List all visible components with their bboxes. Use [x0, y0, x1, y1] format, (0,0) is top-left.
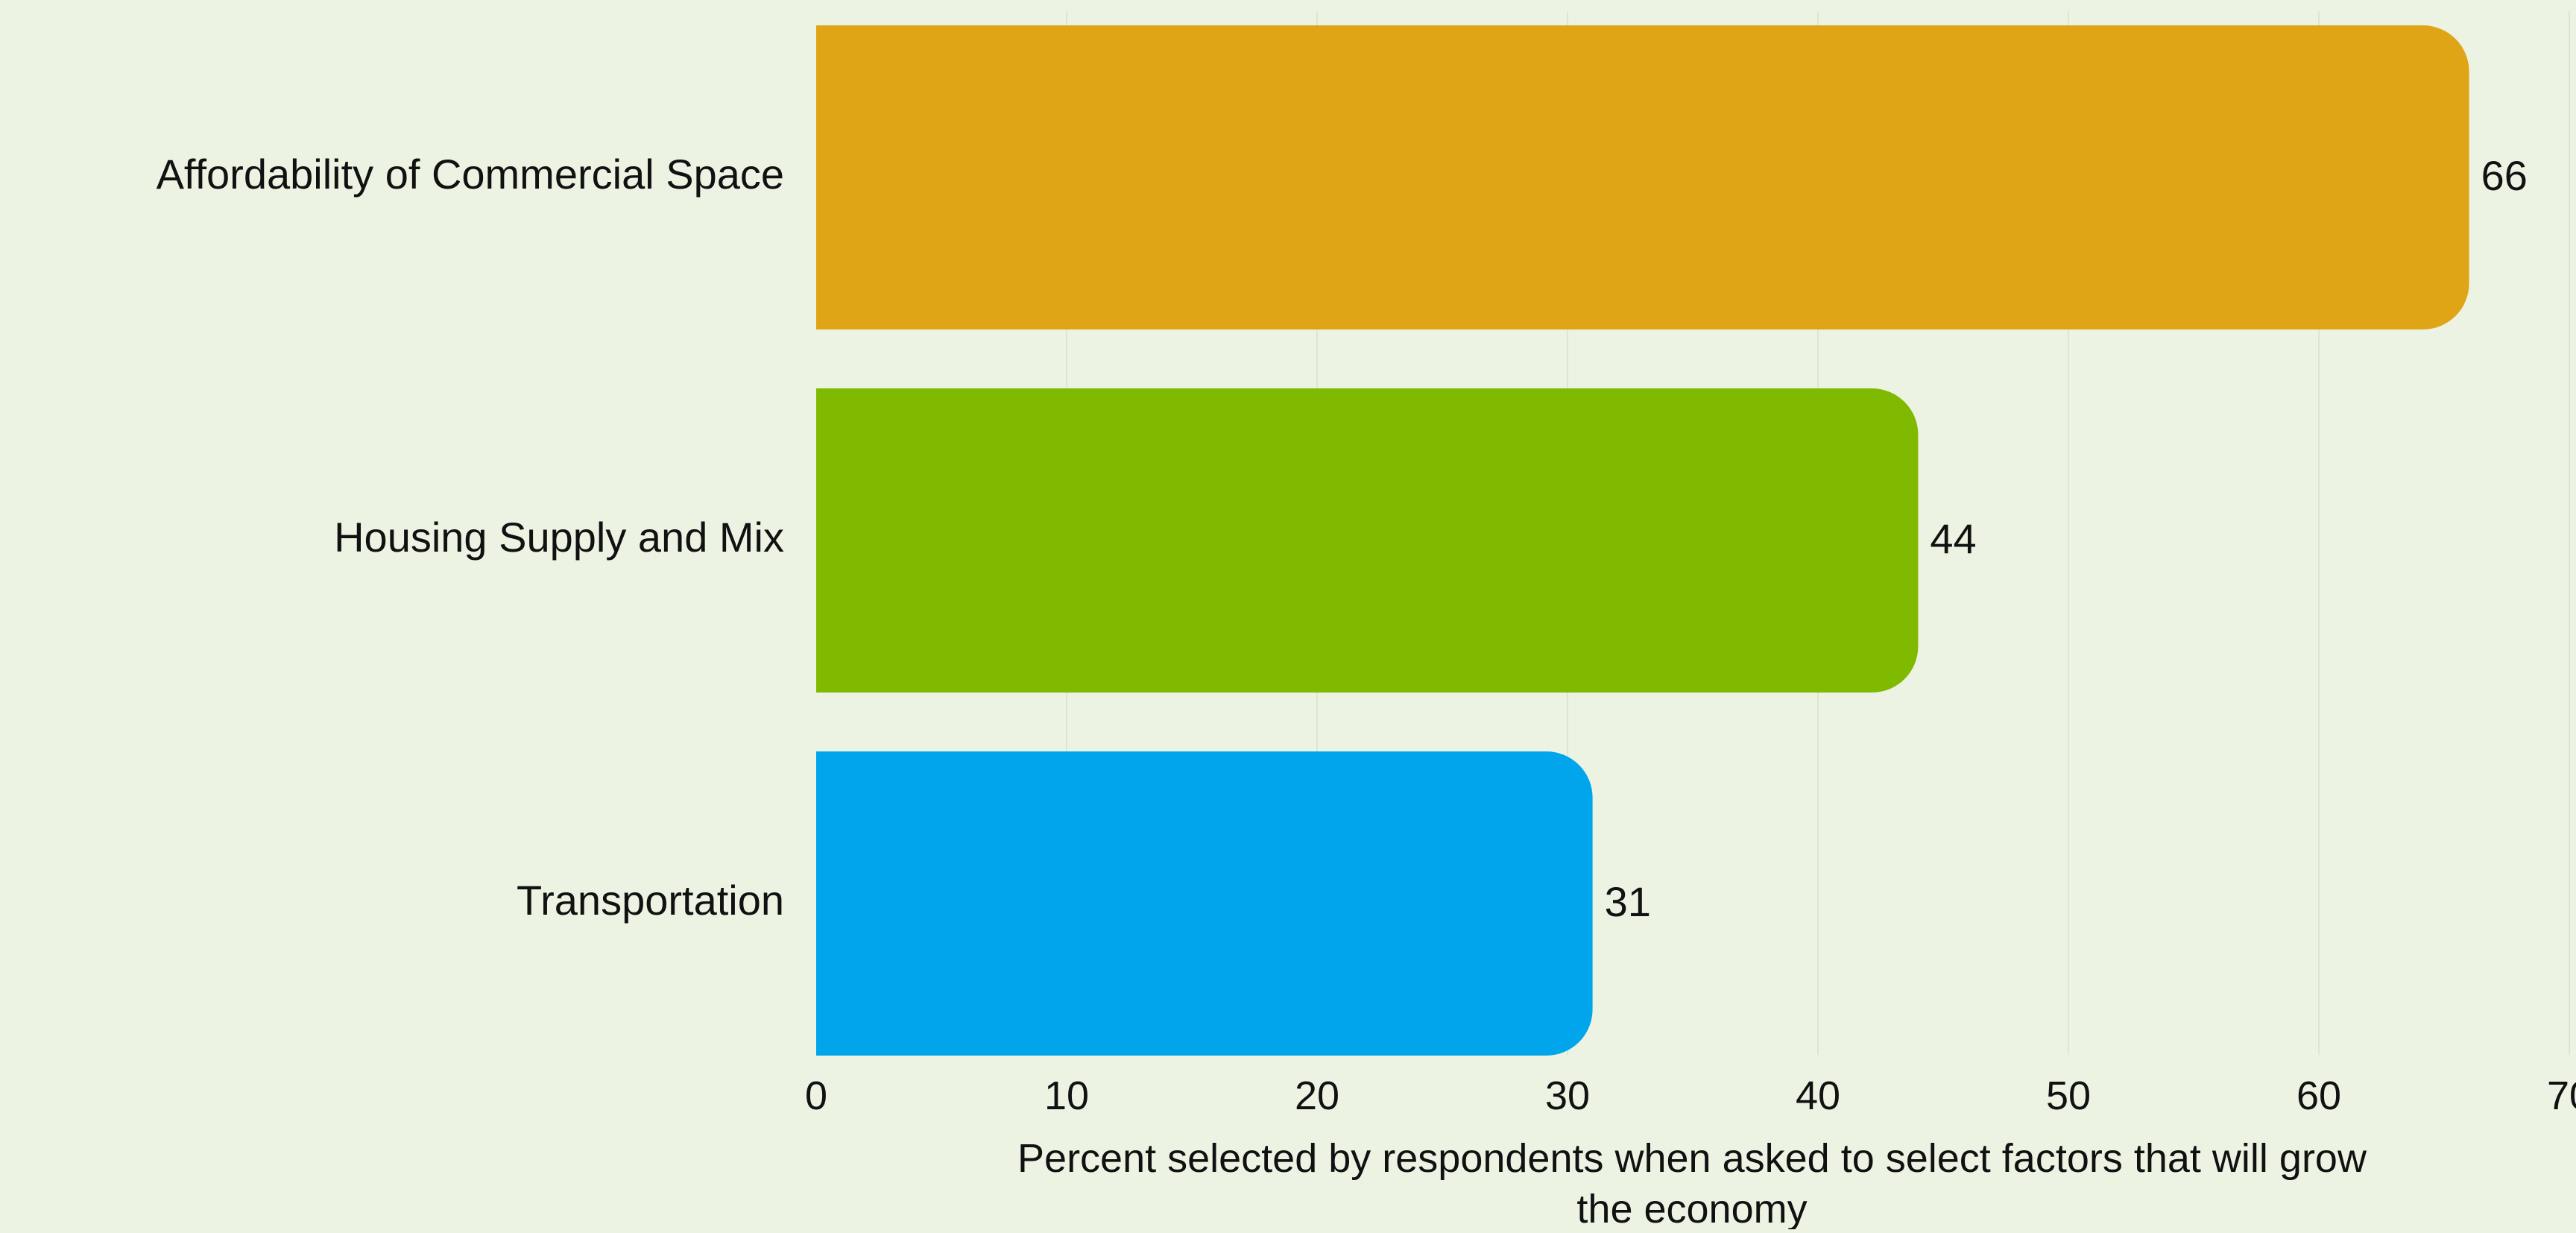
x-axis-ticks: 0 10 20 30 40 50 60 70 [805, 1073, 2576, 1118]
category-label: Housing Supply and Mix [334, 514, 784, 561]
x-tick-label: 60 [2296, 1073, 2341, 1118]
x-tick-label: 70 [2547, 1073, 2576, 1118]
x-tick-label: 40 [1796, 1073, 1840, 1118]
bar [816, 388, 1919, 693]
x-tick-label: 20 [1295, 1073, 1339, 1118]
category-label: Affordability of Commercial Space [157, 151, 784, 198]
data-labels: 66 44 31 [1605, 152, 2528, 925]
data-label: 66 [2481, 152, 2528, 199]
data-label: 31 [1605, 878, 1651, 925]
data-label: 44 [1930, 515, 1976, 562]
x-tick-label: 30 [1545, 1073, 1590, 1118]
category-label: Transportation [517, 877, 784, 924]
bar [816, 751, 1593, 1056]
bars [816, 25, 2469, 1056]
x-axis-title-line-2: the economy [1576, 1187, 1807, 1229]
category-labels: Affordability of Commercial Space Housing… [157, 151, 784, 924]
x-tick-label: 10 [1044, 1073, 1089, 1118]
x-tick-label: 0 [805, 1073, 827, 1118]
x-tick-label: 50 [2046, 1073, 2091, 1118]
bar [816, 25, 2469, 329]
x-axis-title-line-1: Percent selected by respondents when ask… [1017, 1136, 2367, 1181]
